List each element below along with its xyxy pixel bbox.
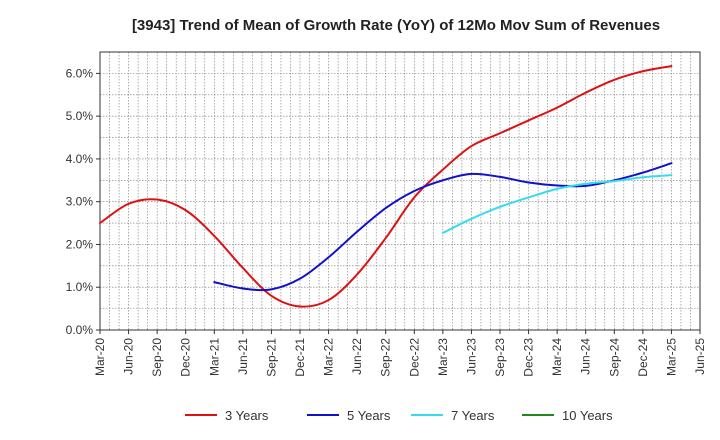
x-tick-label: Sep-21 [264,338,278,377]
legend-label: 10 Years [562,408,613,423]
legend-item-3-years: 3 Years [185,408,269,423]
legend: 3 Years 5 Years 7 Years 10 Years [185,408,613,423]
x-tick-label: Jun-23 [464,338,478,375]
x-tick-label: Jun-21 [236,338,250,375]
x-tick-label: Jun-20 [122,338,136,375]
x-tick-label: Jun-24 [579,338,593,375]
series-line-7-years [441,174,673,234]
series-line-3-years [99,65,673,308]
x-tick-label: Sep-20 [150,338,164,377]
y-tick-label: 3.0% [66,195,94,209]
series-line-5-years [213,162,673,292]
x-tick-label: Mar-23 [436,338,450,376]
y-tick-label: 2.0% [66,237,94,251]
grid-layer [100,52,700,330]
plot-frame [99,51,701,331]
x-tick-label: Jun-25 [693,338,707,375]
x-tick-label: Sep-23 [493,338,507,377]
x-tick-label: Sep-24 [607,338,621,377]
legend-item-5-years: 5 Years [307,408,391,423]
legend-item-10-years: 10 Years [522,408,613,423]
x-tick-label: Mar-25 [664,338,678,376]
y-tick-label: 4.0% [66,152,94,166]
x-tick-label: Mar-24 [550,338,564,376]
legend-item-7-years: 7 Years [411,408,495,423]
chart-title: [3943] Trend of Mean of Growth Rate (YoY… [132,17,660,34]
x-tick-label: Dec-24 [636,338,650,377]
y-tick-label: 1.0% [66,280,94,294]
legend-label: 5 Years [347,408,391,423]
x-tick-label: Mar-20 [93,338,107,376]
y-tick-label: 0.0% [66,323,94,337]
axis-layer: 0.0% 1.0% 2.0% 3.0% 4.0% 5.0% 6.0% Mar-20 Jun-20… [66,51,707,377]
y-tick-label: 5.0% [66,109,94,123]
legend-label: 3 Years [225,408,269,423]
x-tick-label: Dec-23 [522,338,536,377]
x-tick-label: Dec-20 [179,338,193,377]
x-tick-label: Sep-22 [379,338,393,377]
legend-label: 7 Years [451,408,495,423]
x-tick-label: Mar-22 [322,338,336,376]
x-tick-label: Jun-22 [350,338,364,375]
x-tick-label: Dec-21 [293,338,307,377]
x-tick-label: Mar-21 [207,338,221,376]
x-tick-label: Dec-22 [407,338,421,377]
y-tick-label: 6.0% [66,66,94,80]
plot-area [100,52,700,330]
series-layer [99,65,673,308]
